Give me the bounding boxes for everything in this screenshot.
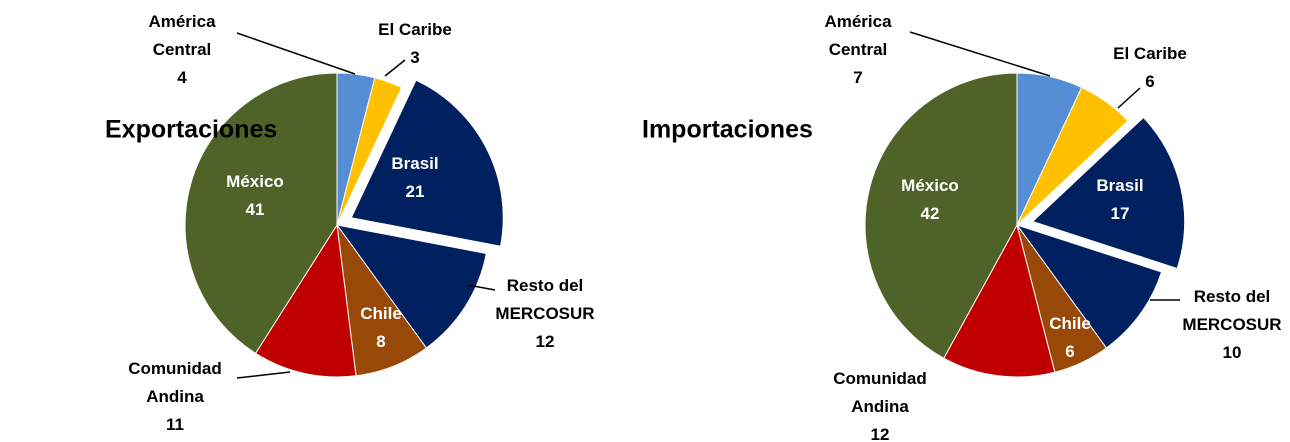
category-label: El Caribe	[378, 20, 452, 39]
category-label: Chile	[1049, 314, 1091, 333]
slice-label: América Central 4	[130, 8, 234, 92]
category-label: El Caribe	[1113, 44, 1187, 63]
category-label: Resto del MERCOSUR	[1182, 287, 1282, 334]
category-label: Comunidad Andina	[128, 359, 222, 406]
category-label: Brasil	[391, 154, 439, 173]
pie-slice	[335, 224, 487, 349]
value-label: 4	[177, 68, 187, 87]
slice-label: Resto del MERCOSUR 12	[493, 272, 597, 356]
value-label: 21	[405, 182, 425, 201]
pie-slice	[1015, 224, 1163, 349]
leader-line	[236, 371, 291, 379]
leader-line	[236, 32, 356, 75]
value-label: 3	[410, 48, 420, 67]
value-label: 17	[1110, 204, 1130, 223]
pie-slice	[864, 72, 1018, 359]
value-label: 10	[1222, 343, 1242, 362]
slice-label: Comunidad Andina 12	[828, 365, 932, 442]
pie-slice	[184, 72, 338, 355]
pie-slice	[1016, 86, 1129, 226]
leader-line	[467, 284, 496, 291]
category-label: Resto del MERCOSUR	[495, 276, 595, 323]
slice-label: Chile 6	[1018, 310, 1122, 366]
category-label: América Central	[824, 12, 892, 59]
category-label: Chile	[360, 304, 402, 323]
pie-slice	[336, 77, 403, 226]
pie-slice	[1031, 116, 1186, 270]
leader-line	[1117, 87, 1141, 109]
slice-label: Brasil 21	[363, 150, 467, 206]
pie-slice	[254, 223, 357, 378]
category-label: Comunidad Andina	[833, 369, 927, 416]
slice-label: Brasil 17	[1068, 172, 1172, 228]
chart-title: Exportaciones	[105, 115, 278, 144]
category-label: México	[901, 176, 959, 195]
pie-slice	[350, 79, 504, 247]
chart-title: Importaciones	[642, 115, 813, 144]
slice-label: Chile 8	[329, 300, 433, 356]
value-label: 6	[1145, 72, 1155, 91]
value-label: 12	[535, 332, 555, 351]
category-label: Brasil	[1096, 176, 1144, 195]
slice-label: Comunidad Andina 11	[123, 355, 227, 439]
leader-line	[909, 31, 1051, 77]
slice-label: México 41	[203, 168, 307, 224]
slice-label: El Caribe 3	[363, 16, 467, 72]
category-label: México	[226, 172, 284, 191]
value-label: 12	[870, 425, 890, 442]
value-label: 11	[166, 415, 184, 434]
slice-label: El Caribe 6	[1098, 40, 1202, 96]
leader-line	[384, 59, 406, 77]
category-label: América Central	[148, 12, 216, 59]
value-label: 42	[920, 204, 940, 223]
slice-label: México 42	[878, 172, 982, 228]
slice-label: América Central 7	[806, 8, 910, 92]
value-label: 6	[1065, 342, 1075, 361]
slice-label: Resto del MERCOSUR 10	[1180, 283, 1284, 367]
value-label: 7	[853, 68, 863, 87]
value-label: 8	[376, 332, 386, 351]
pie-slice	[943, 223, 1056, 378]
value-label: 41	[245, 200, 265, 219]
